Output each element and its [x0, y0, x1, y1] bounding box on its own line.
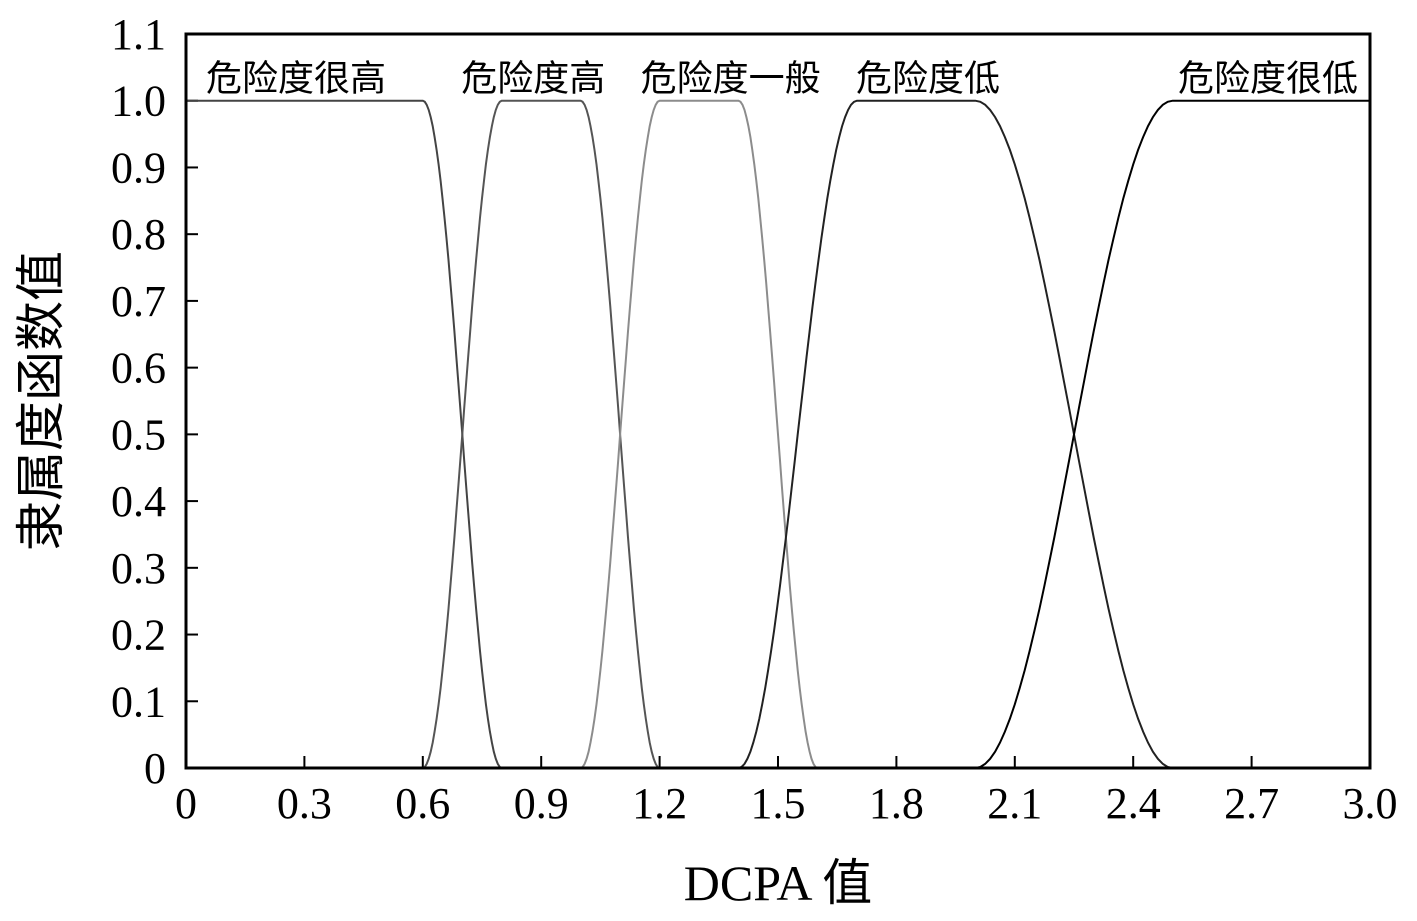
x-axis-title: DCPA 值: [684, 855, 873, 911]
x-tick-label: 3.0: [1343, 779, 1398, 828]
series-line-3: [580, 99, 818, 769]
plot-frame: [184, 32, 1372, 770]
x-axis-ticks: 0 0.3 0.6 0.9 1.2 1.5 1.8 2.1 2.4 2.7 3.0: [175, 756, 1398, 828]
y-tick-label: 0.6: [111, 344, 166, 393]
series-lines: [186, 99, 1370, 769]
x-tick-label: 0.3: [277, 779, 332, 828]
y-tick-label: 0.3: [111, 544, 166, 593]
series-label-2: 危险度高: [461, 59, 605, 100]
x-tick-label: 2.1: [987, 779, 1042, 828]
y-tick-label: 0.5: [111, 410, 166, 459]
x-tick-label: 2.7: [1224, 779, 1279, 828]
series-line-1: [186, 99, 503, 769]
y-tick-label: 0.7: [111, 277, 166, 326]
y-axis-ticks: 0 0.1 0.2 0.3 0.4 0.5 0.6 0.7 0.8 0.9 1.0 1.1: [111, 10, 198, 793]
x-tick-label: 1.8: [869, 779, 924, 828]
y-tick-label: 0.1: [111, 677, 166, 726]
x-tick-label: 1.5: [751, 779, 806, 828]
x-tick-label: 0.9: [514, 779, 569, 828]
series-line-5: [975, 99, 1370, 769]
series-line-4: [738, 99, 1173, 769]
y-tick-label: 0: [144, 744, 166, 793]
x-tick-label: 0: [175, 779, 197, 828]
series-label-5: 危险度很低: [1178, 59, 1358, 100]
y-tick-label: 0.8: [111, 210, 166, 259]
x-tick-label: 2.4: [1106, 779, 1161, 828]
y-tick-label: 0.9: [111, 143, 166, 192]
y-tick-label: 1.0: [111, 77, 166, 126]
series-label-4: 危险度低: [856, 59, 1000, 100]
series-label-1: 危险度很高: [206, 59, 386, 100]
y-axis-title: 隶属度函数值: [13, 251, 69, 551]
y-tick-label: 0.4: [111, 477, 166, 526]
y-tick-label: 1.1: [111, 10, 166, 59]
series-labels: 危险度很高 危险度高 危险度一般 危险度低 危险度很低: [206, 59, 1358, 100]
series-label-3: 危险度一般: [641, 59, 821, 100]
x-tick-label: 0.6: [395, 779, 450, 828]
y-tick-label: 0.2: [111, 611, 166, 660]
series-line-2: [422, 99, 661, 769]
x-tick-label: 1.2: [632, 779, 687, 828]
